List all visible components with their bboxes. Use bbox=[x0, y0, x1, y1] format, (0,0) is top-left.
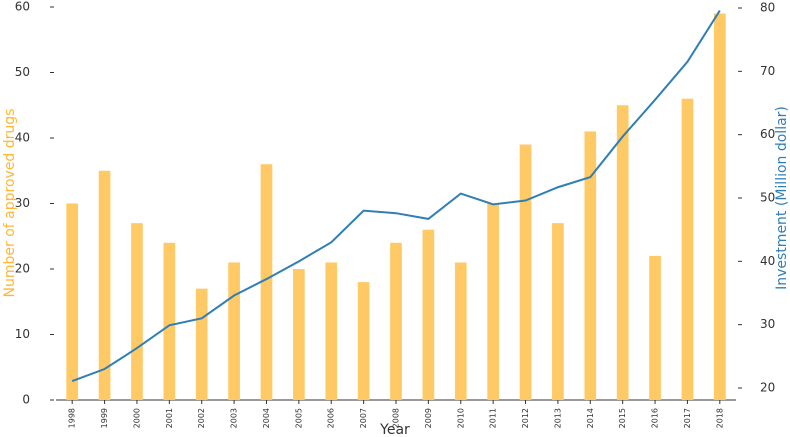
bar bbox=[325, 262, 338, 400]
bar bbox=[98, 170, 111, 400]
bar bbox=[195, 288, 208, 400]
bar bbox=[584, 131, 597, 400]
x-tick-label: 2010 bbox=[456, 408, 465, 428]
x-tick-label: 1998 bbox=[68, 408, 77, 428]
y-tick-label: 30 bbox=[15, 196, 30, 210]
x-tick-label: 1999 bbox=[100, 408, 109, 428]
bar bbox=[293, 269, 305, 400]
y2-tick-label: 20 bbox=[760, 381, 775, 395]
x-tick-label: 2005 bbox=[294, 408, 303, 428]
y2-tick-label: 60 bbox=[760, 127, 775, 141]
y-tick-label: 50 bbox=[15, 65, 30, 79]
y2-tick-label: 50 bbox=[760, 191, 775, 205]
x-tick-label: 2015 bbox=[618, 408, 627, 428]
bar bbox=[260, 164, 273, 400]
bar bbox=[713, 13, 726, 401]
y-tick-label: 10 bbox=[15, 327, 30, 341]
bar bbox=[519, 144, 532, 400]
x-tick-label: 2007 bbox=[359, 408, 368, 428]
bar bbox=[487, 203, 499, 400]
x-tick-label: 2009 bbox=[424, 408, 433, 428]
x-tick-label: 2014 bbox=[586, 408, 595, 428]
y2-axis-label: Investment (Million dollar) bbox=[774, 106, 790, 290]
x-tick-label: 2006 bbox=[327, 408, 336, 428]
x-tick-label: 2017 bbox=[683, 408, 692, 428]
x-tick-label: 2013 bbox=[553, 408, 562, 428]
bar bbox=[66, 203, 79, 400]
bar bbox=[228, 262, 240, 400]
bar bbox=[390, 242, 402, 400]
bar bbox=[681, 98, 694, 400]
x-tick-label: 2018 bbox=[715, 408, 724, 428]
y-tick-label: 0 bbox=[22, 393, 30, 407]
x-tick-label: 2012 bbox=[521, 408, 530, 428]
y-tick-label: 60 bbox=[15, 0, 30, 14]
bar bbox=[131, 223, 143, 400]
x-tick-label: 2004 bbox=[262, 408, 271, 428]
y-axis-label: Number of approved drugs bbox=[2, 109, 18, 298]
x-tick-label: 2002 bbox=[197, 408, 206, 428]
x-tick-label: 2003 bbox=[230, 408, 239, 428]
line bbox=[71, 9, 721, 382]
bar bbox=[649, 255, 661, 400]
x-tick-label: 2001 bbox=[165, 408, 174, 428]
bar bbox=[552, 223, 564, 400]
bar bbox=[357, 282, 370, 400]
y2-tick-label: 80 bbox=[760, 1, 775, 15]
x-axis-label: Year bbox=[379, 422, 410, 437]
y-tick-label: 20 bbox=[15, 262, 30, 276]
y2-tick-label: 40 bbox=[760, 254, 775, 268]
x-tick-label: 2011 bbox=[489, 408, 498, 428]
x-tick-label: 2016 bbox=[651, 408, 660, 428]
bar bbox=[422, 229, 435, 400]
x-tick-label: 2000 bbox=[132, 408, 141, 428]
y-tick-label: 40 bbox=[15, 131, 30, 145]
x-tick-label: 2008 bbox=[392, 408, 401, 428]
bar bbox=[616, 105, 629, 400]
bar bbox=[163, 242, 176, 400]
y2-tick-label: 30 bbox=[760, 317, 775, 331]
y2-tick-label: 70 bbox=[760, 64, 775, 78]
bar bbox=[454, 262, 467, 400]
